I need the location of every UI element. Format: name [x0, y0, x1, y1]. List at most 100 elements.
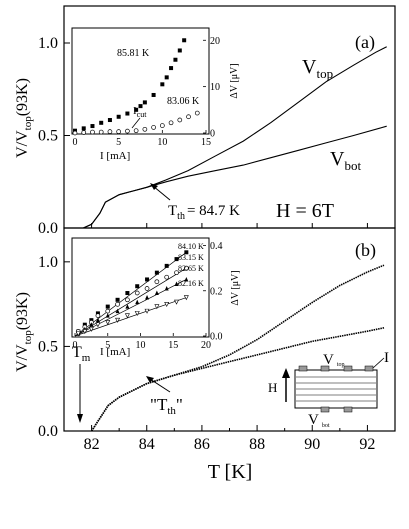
inset-a-point-circle	[168, 120, 174, 126]
inset-b-point-square	[115, 297, 120, 302]
inset-b-fit-line	[74, 267, 187, 337]
v-top-curve-b	[90, 264, 385, 432]
h-arrow-head	[282, 368, 290, 378]
inset-b-x-tick-label: 10	[136, 340, 146, 351]
x-tick-label: 82	[84, 436, 100, 453]
inset-a-point-circle	[142, 126, 148, 132]
inset-a-point-square	[169, 66, 174, 71]
inset-b-point-circle	[164, 274, 170, 280]
inset-b-point-circle	[95, 313, 101, 318]
tm-annotation: Tm	[72, 344, 91, 364]
panel-a-ylabel: V/Vtop(93K)	[14, 78, 34, 158]
inset-b-point-square	[145, 277, 150, 282]
contact-top-4	[364, 365, 374, 372]
inset-b-point-square	[105, 304, 110, 309]
th-annotation: Tth = 84.7 K	[168, 203, 240, 222]
inset-b-point-open-triangle	[105, 320, 111, 326]
v-bot-curve-b	[90, 327, 385, 432]
panel-a-curves	[83, 46, 387, 229]
inset-b-point-open-triangle	[183, 295, 189, 301]
inset-b-y-tick-label: 0.4	[210, 241, 223, 252]
inset-a-point-square	[142, 100, 147, 105]
axis-ticks: 82 84 86 88 90 92 0.0 0.5 1.0 0.0 0.5 1.0	[38, 35, 396, 453]
inset-a-point-square	[81, 126, 86, 131]
current-lead	[372, 357, 385, 369]
inset-b-point-triangle	[174, 281, 179, 286]
inset-a-series-83: 83.06 K	[167, 96, 200, 107]
panel-a-label: (a)	[355, 32, 375, 53]
th-quoted-arrow-line	[149, 378, 171, 393]
inset-b-point-square	[125, 291, 130, 296]
inset-b-point-open-triangle	[144, 308, 150, 314]
inset-a-point-square	[90, 124, 95, 129]
inset-b-point-triangle	[184, 276, 189, 282]
contact-bot-2	[343, 406, 353, 413]
inset-b-point-triangle	[89, 322, 94, 327]
inset-a-x-tick-label: 10	[157, 137, 167, 148]
inset-b-point-triangle	[154, 290, 159, 296]
inset-b-plot: 0 5 10 15 200.0 0.2 0.4	[73, 241, 223, 351]
x-tick-label: 92	[359, 436, 375, 453]
y-tick-label-a: 0.5	[38, 128, 58, 145]
inset-a-point-square	[138, 104, 143, 109]
y-tick-label-a: 0.0	[38, 220, 58, 237]
field-annotation: H = 6T	[276, 200, 334, 222]
x-tick-label: 90	[304, 436, 320, 453]
v-bot-series-label: Vbot	[330, 148, 361, 173]
inset-a-y-tick-label: 0	[210, 129, 215, 140]
inset-b-point-triangle	[164, 286, 169, 291]
inset-b-point-circle	[105, 308, 111, 314]
inset-a-x-tick-label: 5	[116, 137, 121, 148]
inset-b-point-open-triangle	[82, 329, 88, 335]
inset-b-point-square	[174, 257, 179, 262]
inset-b-series-8410: 84.10 K	[178, 242, 204, 251]
panel-b-xlabel: T [K]	[208, 461, 253, 483]
x-tick-label: 86	[194, 436, 210, 453]
panel-b-curves	[90, 264, 385, 432]
inset-a-point-circle	[186, 114, 191, 120]
inset-a-point-square	[182, 38, 187, 43]
inset-b-point-triangle	[115, 308, 120, 314]
x-tick-label: 84	[139, 436, 155, 453]
inset-b-point-open-triangle	[164, 302, 170, 308]
inset-a-point-square	[151, 92, 156, 97]
inset-b-point-square	[154, 270, 159, 275]
inset-b-point-square	[135, 284, 140, 289]
inset-b-x-tick-label: 5	[105, 340, 110, 351]
inset-a-point-circle	[81, 130, 87, 135]
inset-a-point-circle	[151, 125, 156, 130]
inset-b-point-triangle	[145, 295, 150, 300]
inset-a-point-circle	[194, 110, 200, 116]
inset-a-point-square	[173, 57, 178, 62]
schematic-i-label: I	[384, 350, 389, 366]
inset-b-point-triangle	[125, 304, 130, 309]
th-quoted-arrow-head	[146, 376, 154, 383]
inset-b-point-open-triangle	[134, 311, 140, 317]
panel-b-ylabel: V/Vtop(93K)	[14, 292, 34, 372]
inset-b-point-open-triangle	[95, 322, 101, 328]
inset-b-point-open-triangle	[154, 304, 160, 310]
inset-a-x-tick-label: 15	[201, 137, 211, 148]
inset-a-point-circle	[90, 129, 95, 135]
inset-a-point-circle	[125, 128, 130, 134]
inset-a-frame	[71, 27, 210, 135]
inset-a-y-tick-label: 20	[210, 36, 220, 47]
inset-a-point-square	[125, 111, 130, 116]
contact-bot-1	[320, 406, 330, 413]
inset-a-point-square	[107, 118, 112, 123]
th-arrow-line	[152, 185, 171, 201]
panel-b-label: (b)	[355, 240, 376, 261]
inset-a-point-circle	[72, 130, 78, 136]
contact-top-2	[320, 365, 330, 372]
tm-arrow-head	[77, 414, 83, 423]
y-tick-label-b: 0.5	[38, 338, 58, 355]
schematic-h-label: H	[268, 380, 277, 395]
y-tick-label-b: 0.0	[38, 423, 58, 440]
inset-a-point-square	[160, 82, 165, 87]
inset-b-point-circle	[134, 290, 140, 296]
inset-b-y-tick-label: 0.0	[210, 332, 223, 343]
icut-annotation: Icut	[133, 105, 147, 119]
